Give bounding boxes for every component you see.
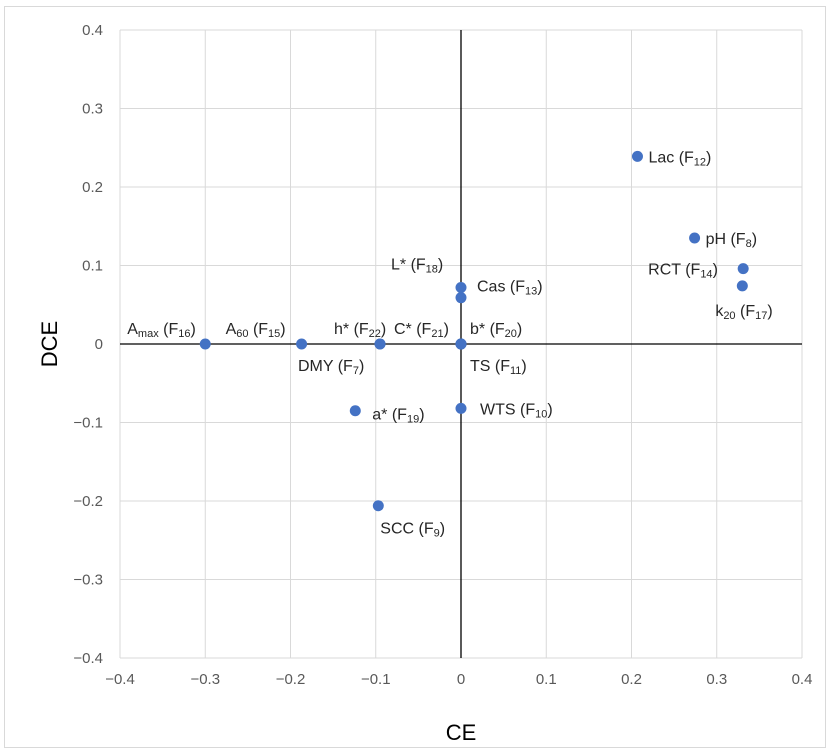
y-axis-title: DCE — [37, 321, 62, 367]
y-tick-label: 0.2 — [82, 179, 103, 196]
point-label: Lac (F12) — [648, 149, 711, 168]
data-point — [372, 500, 384, 512]
data-point — [455, 402, 467, 414]
point-label: RCT (F14) — [648, 262, 718, 281]
point-label: WTS (F10) — [480, 401, 553, 420]
chart-frame — [4, 6, 826, 748]
data-point — [296, 338, 308, 350]
data-points — [199, 150, 749, 512]
x-tick-label: 0 — [457, 671, 465, 688]
x-tick-label: −0.4 — [105, 671, 135, 688]
point-label: DMY (F7) — [298, 358, 364, 377]
x-tick-label: −0.3 — [190, 671, 220, 688]
data-point — [455, 338, 467, 350]
y-tick-label: 0.3 — [82, 101, 103, 118]
point-label: pH (F8) — [706, 231, 757, 250]
point-label: h* (F22) — [334, 321, 386, 340]
point-label: Amax (F16) — [127, 321, 196, 340]
data-point — [374, 338, 386, 350]
point-label: a* (F19) — [372, 407, 424, 426]
x-tick-label: −0.2 — [276, 671, 306, 688]
data-point — [737, 263, 749, 275]
point-label: TS (F11) — [470, 358, 527, 377]
point-label: Cas (F13) — [477, 279, 543, 298]
data-point — [631, 150, 643, 162]
y-tick-label: −0.3 — [73, 572, 103, 589]
data-point — [349, 405, 361, 417]
y-tick-label: −0.4 — [73, 650, 103, 667]
x-tick-label: −0.1 — [361, 671, 391, 688]
x-tick-label: 0.2 — [621, 671, 642, 688]
y-tick-label: 0 — [95, 336, 103, 353]
point-label: SCC (F9) — [380, 521, 445, 540]
point-label: b* (F20) — [470, 321, 522, 340]
point-label: C* (F21) — [394, 321, 449, 340]
x-tick-label: 0.4 — [792, 671, 813, 688]
data-point — [455, 281, 467, 293]
data-point — [199, 338, 211, 350]
data-point — [455, 292, 467, 304]
point-label: L* (F18) — [391, 256, 443, 275]
y-tick-label: 0.1 — [82, 258, 103, 275]
point-label: k20 (F17) — [715, 303, 772, 322]
point-label: A60 (F15) — [226, 321, 286, 340]
x-tick-label: 0.3 — [706, 671, 727, 688]
data-point — [736, 280, 748, 292]
y-tick-label: −0.1 — [73, 415, 103, 432]
tick-labels: −0.4 −0.3 −0.2 −0.1 0 0.1 0.2 0.3 0.4 −0.4 −0.3 −0.… — [73, 22, 812, 688]
y-tick-label: 0.4 — [82, 22, 103, 39]
y-tick-label: −0.2 — [73, 493, 103, 510]
point-labels: Amax (F16) A60 (F15) h* (F22) C* (F21) b* (F… — [127, 149, 772, 539]
data-point — [689, 232, 701, 244]
x-tick-label: 0.1 — [536, 671, 557, 688]
x-axis-title: CE — [446, 720, 477, 745]
